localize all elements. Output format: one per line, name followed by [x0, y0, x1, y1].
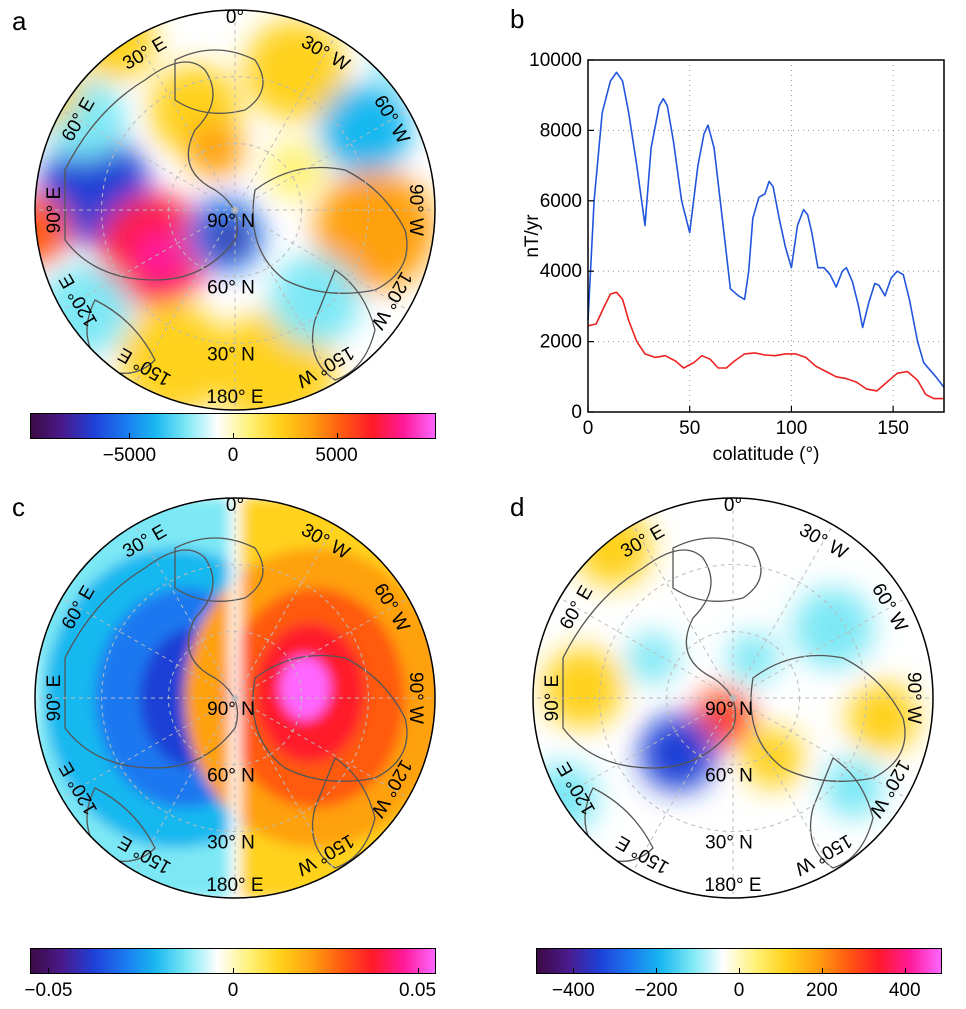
- colorbar-tick-mark: [739, 968, 740, 974]
- latitude-label: 60° N: [705, 766, 753, 787]
- latitude-label: 90° N: [207, 211, 255, 232]
- plot-frame: [587, 59, 945, 413]
- longitude-label: 90° W: [405, 672, 426, 724]
- coastlines: [64, 537, 408, 869]
- longitude-label: 0°: [226, 495, 244, 516]
- colorbar-tick-mark: [573, 968, 575, 974]
- x-tick-label: 50: [679, 418, 700, 439]
- line-chart-b: 0 50 100 150 0 2000 4000 6000 8000 10000 colatitu…: [522, 50, 945, 465]
- longitude-label: 180° E: [206, 387, 263, 408]
- panel-label-c: c: [12, 492, 25, 522]
- x-tick-label: 150: [877, 418, 909, 439]
- field-layer: [533, 510, 918, 869]
- y-tick-label: 6000: [540, 191, 582, 212]
- colorbar-c: −0.05 0 0.05: [24, 948, 437, 1004]
- chart-grid: [587, 59, 944, 413]
- y-axis-label: nT/yr: [522, 214, 543, 258]
- series-line-0: [587, 71, 945, 388]
- latitude-label: 60° N: [207, 278, 255, 299]
- colorbar-tick-mark: [904, 968, 906, 974]
- panel-label-b: b: [510, 4, 525, 34]
- coastlines: [64, 49, 408, 381]
- graticule: [35, 10, 435, 410]
- y-tick-label: 2000: [540, 332, 582, 353]
- colorbar-tick-mark: [656, 968, 658, 974]
- panel-label-a: a: [12, 6, 27, 36]
- x-axis-label: colatitude (°): [713, 444, 820, 465]
- latitude-label: 90° N: [207, 699, 255, 720]
- panel-label-d: d: [510, 492, 525, 522]
- longitude-label: 90° W: [405, 184, 426, 236]
- longitude-label: 90° E: [44, 187, 65, 234]
- longitude-label: 180° E: [704, 875, 761, 896]
- x-tick-label: 100: [776, 418, 808, 439]
- colorbar-d-tick: 0: [733, 980, 745, 1001]
- longitude-label: 90° W: [903, 672, 924, 724]
- colorbar-c-tick: −0.05: [24, 980, 73, 1001]
- colorbar-a-tick: 5000: [315, 445, 358, 466]
- colorbar-a-tick: 0: [227, 445, 239, 466]
- latitude-label: 90° N: [705, 699, 753, 720]
- chart-ticks: 0 50 100 150 0 2000 4000 6000 8000 10000: [529, 50, 909, 439]
- colorbar-d-tick: −400: [551, 980, 595, 1001]
- colorbar-tick-mark: [417, 968, 419, 974]
- colorbar-tick-mark: [233, 968, 234, 974]
- y-tick-label: 4000: [540, 261, 582, 282]
- latitude-label: 60° N: [207, 766, 255, 787]
- colorbar-d-tick: 200: [805, 980, 838, 1001]
- y-tick-label: 10000: [529, 50, 582, 71]
- series-line-1: [587, 291, 944, 400]
- y-tick-label: 0: [571, 402, 582, 423]
- coastlines: [562, 537, 906, 869]
- map-outline: [532, 497, 934, 899]
- longitude-label: 90° E: [44, 675, 65, 722]
- colorbar-tick-mark: [233, 433, 234, 439]
- colorbar-a-tick: −5000: [102, 445, 157, 466]
- colorbar-tick-mark: [48, 968, 50, 974]
- latitude-label: 30° N: [207, 344, 255, 365]
- longitude-label: 90° E: [542, 675, 563, 722]
- latitude-label: 30° N: [705, 832, 753, 853]
- colorbar-tick-mark: [129, 433, 131, 439]
- colorbar-tick-mark: [821, 968, 823, 974]
- colorbar-d-tick: 400: [888, 980, 921, 1001]
- map-outline: [34, 9, 436, 411]
- colorbar-c-tick: 0.05: [399, 980, 437, 1001]
- map-outline: [34, 497, 436, 899]
- x-tick-label: 0: [583, 418, 594, 439]
- colorbar-c-tick: 0: [227, 980, 239, 1001]
- chart-series-group: [587, 71, 945, 400]
- colorbar-d: −400 −200 0 200 400: [536, 948, 942, 1004]
- graticule: [533, 498, 933, 898]
- graticule: [35, 498, 435, 898]
- y-tick-label: 8000: [540, 120, 582, 141]
- longitude-label: 0°: [724, 495, 742, 516]
- colorbar-a: −5000 0 5000: [30, 413, 436, 466]
- longitude-label: 180° E: [206, 875, 263, 896]
- colorbar-d-tick: −200: [634, 980, 678, 1001]
- latitude-label: 30° N: [207, 832, 255, 853]
- longitude-label: 0°: [226, 7, 244, 28]
- colorbar-tick-mark: [336, 433, 338, 439]
